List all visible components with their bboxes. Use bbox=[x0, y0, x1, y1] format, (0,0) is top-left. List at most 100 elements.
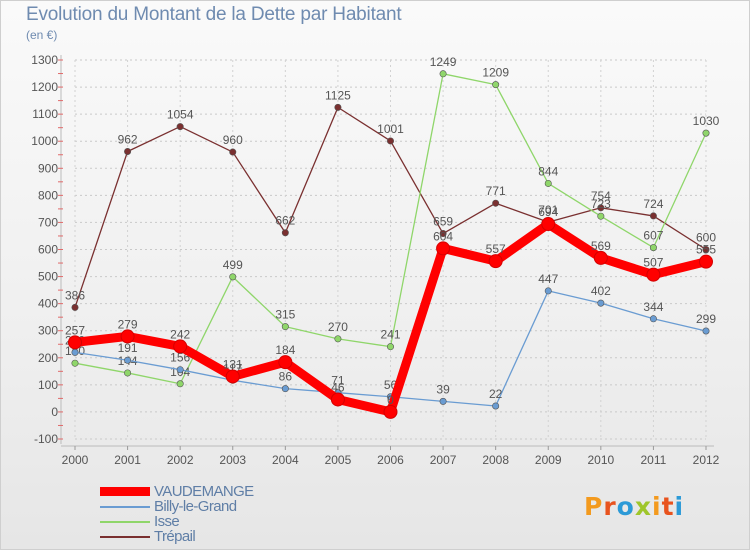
data-label: 257 bbox=[65, 323, 85, 337]
data-point bbox=[330, 392, 345, 407]
data-point bbox=[334, 103, 342, 111]
x-tick-label: 2007 bbox=[430, 453, 457, 467]
data-label: 1054 bbox=[167, 108, 194, 122]
data-label: 1209 bbox=[482, 66, 509, 80]
x-tick-label: 2004 bbox=[272, 453, 299, 467]
data-label: 315 bbox=[275, 308, 295, 322]
data-label: 86 bbox=[279, 370, 293, 384]
logo-letter: t bbox=[661, 492, 675, 521]
data-label: 241 bbox=[380, 328, 400, 342]
y-tick-label: 1000 bbox=[31, 134, 58, 148]
data-point bbox=[124, 148, 132, 156]
data-point bbox=[702, 246, 710, 254]
y-tick-label: 700 bbox=[38, 215, 58, 229]
legend-swatch bbox=[100, 506, 150, 508]
y-tick-label: 0 bbox=[51, 405, 58, 419]
data-point bbox=[173, 339, 188, 354]
data-label: 600 bbox=[696, 231, 716, 245]
data-label: 771 bbox=[486, 184, 506, 198]
logo-letter: P bbox=[584, 492, 604, 521]
data-label: 1001 bbox=[377, 122, 404, 136]
data-label: 270 bbox=[328, 320, 348, 334]
data-label: 499 bbox=[223, 258, 243, 272]
data-label: 1125 bbox=[325, 88, 351, 102]
data-label: 724 bbox=[643, 197, 663, 211]
data-label: 402 bbox=[591, 284, 611, 298]
legend-label: Trépail bbox=[154, 528, 196, 545]
data-point bbox=[492, 199, 500, 207]
x-tick-label: 2003 bbox=[219, 453, 246, 467]
data-point bbox=[597, 299, 605, 307]
data-point bbox=[702, 327, 710, 335]
data-point bbox=[439, 397, 447, 405]
x-tick-label: 2011 bbox=[641, 453, 667, 467]
y-tick-label: 1200 bbox=[31, 80, 58, 94]
data-point bbox=[68, 335, 82, 350]
data-point bbox=[649, 244, 657, 252]
data-point bbox=[176, 380, 184, 388]
data-label: 0 bbox=[387, 393, 394, 407]
data-point bbox=[71, 303, 79, 311]
data-point bbox=[120, 329, 135, 344]
data-point bbox=[439, 230, 447, 238]
data-point bbox=[597, 212, 605, 220]
data-point bbox=[383, 404, 398, 419]
data-point bbox=[176, 366, 184, 374]
data-point bbox=[492, 81, 500, 89]
data-point bbox=[386, 343, 394, 351]
x-tick-label: 2006 bbox=[377, 453, 404, 467]
data-point bbox=[334, 335, 342, 343]
data-label: 507 bbox=[643, 256, 663, 270]
data-point bbox=[649, 212, 657, 220]
legend-item: Isse bbox=[100, 514, 340, 529]
data-point bbox=[225, 369, 240, 384]
data-point bbox=[541, 217, 556, 232]
x-tick-label: 2010 bbox=[587, 453, 614, 467]
data-label: 71 bbox=[331, 374, 345, 388]
data-point bbox=[646, 267, 661, 282]
data-label: 279 bbox=[118, 317, 138, 331]
data-point bbox=[436, 241, 451, 256]
chart-subtitle: (en €) bbox=[26, 28, 58, 42]
x-tick-label: 2005 bbox=[325, 453, 352, 467]
data-label: 607 bbox=[643, 229, 663, 243]
y-tick-label: 300 bbox=[38, 324, 58, 338]
data-point bbox=[597, 204, 605, 212]
data-label: 1249 bbox=[430, 55, 457, 69]
data-point bbox=[229, 148, 237, 156]
data-label: 694 bbox=[538, 205, 558, 219]
data-point bbox=[281, 385, 289, 393]
y-tick-label: 400 bbox=[38, 297, 58, 311]
x-tick-label: 2009 bbox=[535, 453, 562, 467]
proxiti-logo: Proxiti bbox=[584, 492, 684, 521]
data-label: 46 bbox=[331, 380, 345, 394]
data-label: 344 bbox=[643, 300, 663, 314]
data-label: 299 bbox=[696, 312, 716, 326]
data-point bbox=[176, 123, 184, 131]
data-label: 184 bbox=[275, 343, 295, 357]
legend-item: Billy-le-Grand bbox=[100, 499, 340, 514]
logo-letter: i bbox=[674, 492, 685, 521]
data-point bbox=[71, 348, 79, 356]
data-label: 960 bbox=[223, 133, 243, 147]
data-point bbox=[229, 273, 237, 281]
data-label: 386 bbox=[65, 288, 85, 302]
legend-item: VAUDEMANGE bbox=[100, 484, 340, 499]
data-point bbox=[544, 287, 552, 295]
logo-letter: r bbox=[603, 492, 617, 521]
y-tick-label: 200 bbox=[38, 351, 58, 365]
data-label: 662 bbox=[275, 214, 295, 228]
legend-item: Trépail bbox=[100, 529, 340, 544]
data-label: 604 bbox=[433, 229, 453, 243]
y-tick-label: 600 bbox=[38, 243, 58, 257]
data-label: 723 bbox=[591, 197, 611, 211]
data-point bbox=[124, 356, 132, 364]
y-tick-label: 800 bbox=[38, 188, 58, 202]
chart-legend: VAUDEMANGE Billy-le-Grand Isse Trépail bbox=[100, 484, 340, 544]
y-tick-label: 900 bbox=[38, 161, 58, 175]
data-point bbox=[544, 179, 552, 187]
data-point bbox=[593, 250, 608, 265]
data-label: 131 bbox=[223, 357, 243, 371]
x-tick-label: 2002 bbox=[167, 453, 194, 467]
